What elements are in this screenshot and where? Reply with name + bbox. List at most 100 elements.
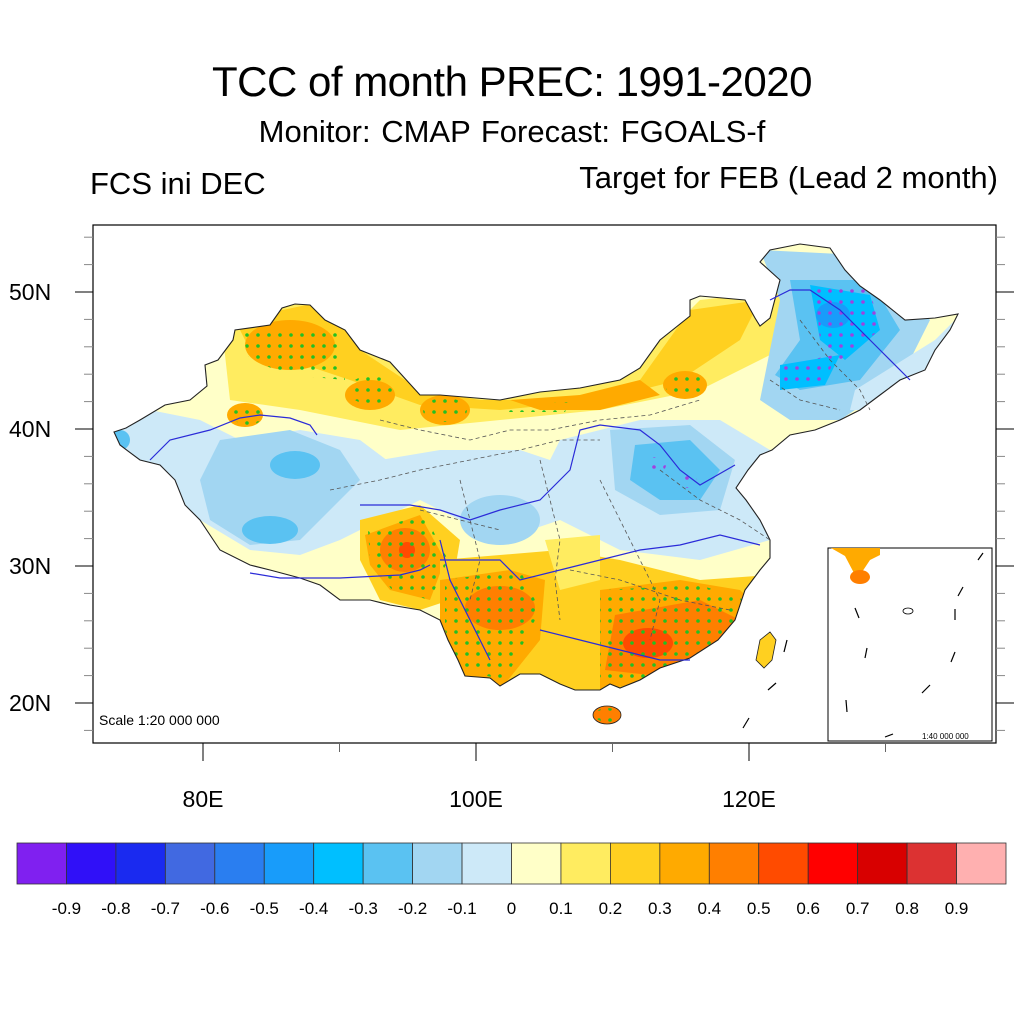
x-tick-label: 120E — [722, 786, 776, 812]
stipple-positive — [665, 373, 705, 397]
colorbar-swatch — [412, 842, 463, 885]
province-border — [769, 379, 841, 411]
river-heilong — [769, 289, 911, 381]
river-yangtze — [440, 534, 761, 581]
colorbar-label: -0.5 — [250, 899, 279, 918]
colorbar-swatch — [659, 842, 710, 885]
colorbar-label: -0.6 — [200, 899, 229, 918]
y-tick-label: 20N — [9, 690, 51, 716]
contour-patch — [200, 430, 360, 545]
stipple-positive — [445, 570, 540, 680]
y-tick-label: 50N — [9, 279, 51, 305]
x-tick-label: 100E — [449, 786, 503, 812]
colorbar-swatch — [511, 842, 562, 885]
colorbar-swatch — [906, 842, 957, 885]
province-borders — [329, 319, 871, 641]
inset-scale-label: 1:40 000 000 — [922, 732, 969, 741]
dash — [921, 684, 931, 694]
dash — [783, 639, 788, 653]
contour-patch — [460, 495, 540, 545]
colorbar-label: 0.2 — [599, 899, 623, 918]
colorbar-label: -0.7 — [151, 899, 180, 918]
inset-dashes — [845, 552, 984, 738]
colorbar-label: -0.8 — [101, 899, 130, 918]
river-yarlung — [249, 564, 431, 579]
colorbar-swatch — [66, 842, 117, 885]
river-mekong — [439, 539, 491, 661]
colorbar-label: 0 — [507, 899, 516, 918]
colorbar-label: 0.8 — [895, 899, 919, 918]
init-label: FCS ini DEC — [90, 166, 266, 201]
dash — [854, 607, 860, 619]
colorbar-swatch — [708, 842, 760, 885]
colorbar-label: 0.7 — [846, 899, 870, 918]
dash — [845, 699, 848, 713]
colorbar: -0.9 -0.8 -0.7 -0.6 -0.5 -0.4 -0.3 -0.2 -0.1 0 0.1… — [16, 842, 1007, 918]
dash — [957, 586, 964, 597]
colorbar-swatch — [313, 842, 364, 885]
colorbar-swatch — [362, 842, 413, 885]
colorbar-label: -0.9 — [52, 899, 81, 918]
nine-dash-line — [742, 639, 788, 729]
dash — [767, 682, 777, 691]
colorbar-label: -0.2 — [398, 899, 427, 918]
colorbar-label: -0.1 — [447, 899, 476, 918]
colorbar-swatch — [857, 842, 908, 885]
colorbar-label: 0.4 — [697, 899, 721, 918]
stipple-positive — [240, 330, 345, 380]
colorbar-label: 0.3 — [648, 899, 672, 918]
colorbar-swatch — [610, 842, 661, 885]
river-yellow — [360, 424, 736, 521]
dash — [864, 647, 868, 659]
colorbar-swatch — [16, 842, 67, 885]
province-border — [659, 469, 771, 541]
dash — [950, 651, 956, 663]
colorbar-swatch — [758, 842, 809, 885]
contour-patch — [270, 451, 320, 479]
colorbar-swatch — [115, 842, 166, 885]
stipple-positive — [505, 402, 570, 412]
y-tick-label: 30N — [9, 553, 51, 579]
inset-island — [902, 607, 914, 615]
contour-patch — [510, 380, 660, 410]
inset-mainland — [831, 548, 880, 575]
taiwan-island — [755, 631, 777, 669]
stipple-positive — [348, 376, 392, 404]
stipple-positive — [368, 515, 448, 600]
chart-title: TCC of month PREC: 1991-2020 — [212, 58, 812, 105]
province-border — [539, 459, 561, 621]
dash — [884, 733, 894, 738]
province-border — [329, 439, 600, 491]
colorbar-swatch — [214, 842, 265, 885]
colorbar-swatch — [560, 842, 611, 885]
colorbar-label: -0.4 — [299, 899, 328, 918]
south-china-sea-inset: 1:40 000 000 — [827, 547, 993, 742]
colorbar-label: 0.9 — [945, 899, 969, 918]
colorbar-swatch — [956, 842, 1007, 885]
province-border — [599, 479, 661, 641]
stipple-positive — [233, 405, 263, 425]
stipple-negative — [780, 355, 835, 385]
dash — [742, 717, 750, 729]
x-tick-label: 80E — [183, 786, 224, 812]
river-pearl — [539, 629, 690, 661]
stipple-negative — [646, 457, 666, 473]
chart-subtitle: Monitor: CMAP Forecast: FGOALS-f — [258, 114, 766, 149]
target-label: Target for FEB (Lead 2 month) — [579, 160, 998, 195]
stipple-positive — [600, 585, 745, 690]
colorbar-label: -0.3 — [349, 899, 378, 918]
stipple-positive — [595, 708, 619, 722]
y-tick-label: 40N — [9, 416, 51, 442]
river-tarim — [149, 414, 318, 461]
dash — [977, 552, 984, 561]
colorbar-label: 0.1 — [549, 899, 573, 918]
rivers — [149, 289, 911, 661]
inset-hainan — [850, 570, 870, 584]
axes: 80E 100E 120E 20N 30N 40N 50N — [9, 236, 1014, 812]
map-scale-label: Scale 1:20 000 000 — [99, 712, 220, 728]
colorbar-swatch — [461, 842, 512, 885]
stipple-positive — [423, 398, 467, 422]
colorbar-swatch — [807, 842, 859, 885]
province-border — [379, 399, 701, 441]
